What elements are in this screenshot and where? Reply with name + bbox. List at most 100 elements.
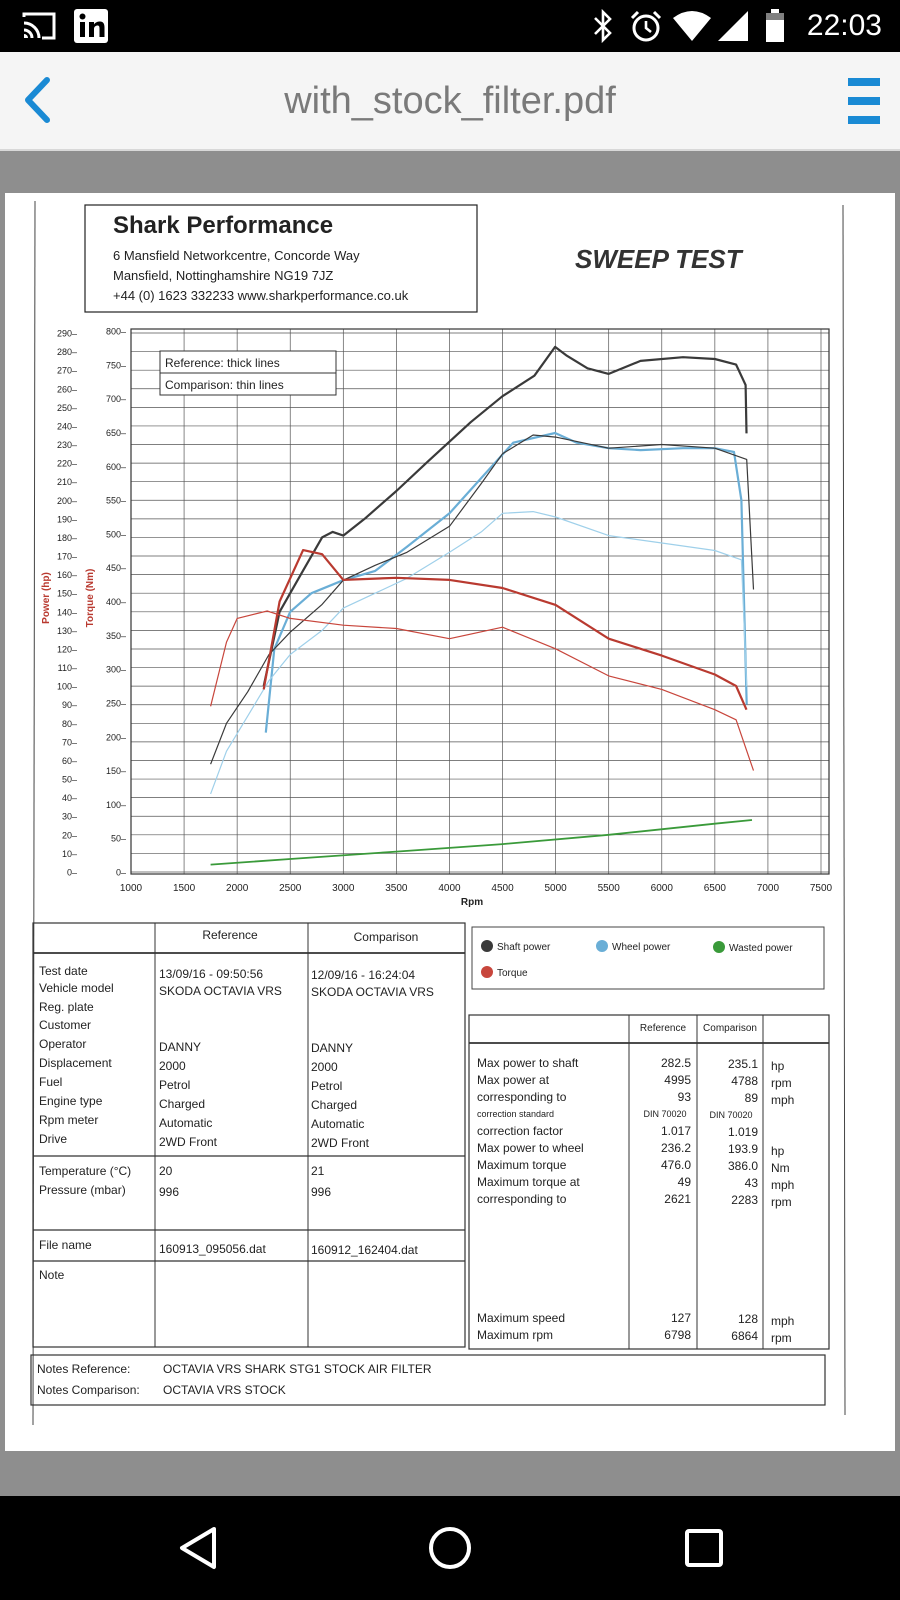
power-tick-label: 130– xyxy=(57,626,77,636)
series-legend-frame xyxy=(471,926,825,990)
torque-tick-label: 300– xyxy=(106,665,126,675)
back-button[interactable] xyxy=(14,74,64,128)
x-tick-label: 6500 xyxy=(704,883,727,894)
vehicle-label: Rpm meter xyxy=(39,1113,98,1127)
notes-box: Notes Reference: OCTAVIA VRS SHARK STG1 … xyxy=(30,1354,826,1406)
vehicle-reference-value: 13/09/16 - 09:50:56 xyxy=(159,967,263,981)
power-tick-label: 180– xyxy=(57,533,77,543)
pdf-viewer[interactable]: Shark Performance 6 Mansfield Networkcen… xyxy=(0,151,900,1496)
result-label: correction standard xyxy=(477,1109,554,1119)
result-unit: Nm xyxy=(771,1161,790,1175)
x-tick-label: 3500 xyxy=(385,883,408,894)
file-name-comparison: 160912_162404.dat xyxy=(311,1243,418,1257)
power-tick-label: 70– xyxy=(62,737,77,747)
shaft-power-swatch xyxy=(481,940,493,952)
circle-home-icon xyxy=(429,1527,471,1569)
power-tick-label: 160– xyxy=(57,570,77,580)
vehicle-comparison-value: Automatic xyxy=(311,1117,364,1131)
status-bar: 22:03 xyxy=(0,0,900,52)
vehicle-label: Customer xyxy=(39,1018,91,1032)
power-tick-label: 210– xyxy=(57,477,77,487)
vehicle-comparison-values: 12/09/16 - 16:24:04 SKODA OCTAVIA VRS DANN… xyxy=(311,968,434,1150)
power-tick-label: 240– xyxy=(57,421,77,431)
x-tick-label: 5000 xyxy=(544,883,567,894)
pdf-page: Shark Performance 6 Mansfield Networkcen… xyxy=(5,193,895,1451)
torque-tick-label: 500– xyxy=(106,529,126,539)
nav-back-button[interactable] xyxy=(166,1516,230,1580)
env-cmp-pressure: 996 xyxy=(311,1185,331,1199)
legend-shaft-power: Shaft power xyxy=(497,942,551,953)
power-tick-label: 10– xyxy=(62,849,77,859)
env-cmp-temperature: 21 xyxy=(311,1164,325,1178)
vehicle-reference-value: 2000 xyxy=(159,1059,186,1073)
results-header-reference: Reference xyxy=(640,1023,687,1034)
company-header-box xyxy=(84,204,478,313)
torque-tick-label: 350– xyxy=(106,631,126,641)
nav-recents-button[interactable] xyxy=(672,1516,736,1580)
vehicle-label: Test date xyxy=(39,964,88,978)
power-tick-label: 110– xyxy=(58,663,77,673)
x-tick-label: 1500 xyxy=(173,883,196,894)
env-label-temperature: Temperature (°C) xyxy=(39,1164,131,1178)
result-reference-value: 4995 xyxy=(664,1073,691,1087)
power-tick-label: 270– xyxy=(57,366,77,376)
chart-series xyxy=(210,345,755,866)
power-tick-label: 150– xyxy=(57,589,77,599)
torque-tick-label: 450– xyxy=(106,563,126,573)
signal-icon xyxy=(716,8,750,44)
result-comparison-value: 89 xyxy=(745,1091,759,1105)
power-tick-label: 260– xyxy=(57,384,77,394)
x-tick-label: 3000 xyxy=(332,883,355,894)
vehicle-reference-value: DANNY xyxy=(159,1040,201,1054)
result-reference-value: 1.017 xyxy=(661,1124,691,1138)
alarm-icon xyxy=(628,8,664,44)
result-reference-value: 236.2 xyxy=(661,1141,691,1155)
series-line-wheel-power xyxy=(264,431,748,733)
vehicle-info-table: Reference Comparison Test date Vehicle mo… xyxy=(32,922,466,1348)
x-tick-label: 2500 xyxy=(279,883,302,894)
torque-tick-label: 800– xyxy=(106,327,126,337)
vehicle-header-reference: Reference xyxy=(202,928,258,942)
result-reference-value: 127 xyxy=(671,1311,691,1325)
result-unit: mph xyxy=(771,1314,794,1328)
torque-swatch xyxy=(481,966,493,978)
sweep-test-heading: SWEEP TEST xyxy=(575,244,744,274)
result-reference-value: 93 xyxy=(678,1090,692,1104)
result-label: Max power to shaft xyxy=(477,1056,579,1070)
legend-torque: Torque xyxy=(497,968,528,979)
power-tick-label: 170– xyxy=(57,552,77,562)
power-tick-label: 230– xyxy=(57,440,77,450)
result-label: Max power at xyxy=(477,1073,550,1087)
power-tick-label: 200– xyxy=(57,496,77,506)
notes-reference-label: Notes Reference: xyxy=(37,1362,130,1376)
clock-time: 22:03 xyxy=(806,9,882,42)
result-reference-value: 49 xyxy=(678,1175,692,1189)
x-tick-label: 2000 xyxy=(226,883,249,894)
result-comparison-value: 4788 xyxy=(731,1074,758,1088)
torque-axis-label: Torque (Nm) xyxy=(85,569,96,628)
hamburger-menu-icon xyxy=(848,78,880,124)
vehicle-reference-value: SKODA OCTAVIA VRS xyxy=(159,984,282,998)
legend-wheel-power: Wheel power xyxy=(612,942,671,953)
menu-button[interactable] xyxy=(844,74,884,128)
notes-comparison-label: Notes Comparison: xyxy=(37,1383,140,1397)
vehicle-label: Vehicle model xyxy=(39,981,114,995)
result-unit: hp xyxy=(771,1144,785,1158)
result-comparison-value: 193.9 xyxy=(728,1142,758,1156)
result-label: correction factor xyxy=(477,1124,563,1138)
torque-tick-label: 150– xyxy=(106,766,126,776)
torque-tick-label: 250– xyxy=(106,698,126,708)
battery-icon xyxy=(764,8,786,44)
nav-home-button[interactable] xyxy=(418,1516,482,1580)
power-tick-label: 0– xyxy=(67,868,77,878)
results-table: Reference Comparison Max power to shaft 2… xyxy=(468,1014,830,1350)
note-label: Note xyxy=(39,1268,65,1282)
series-line-wasted-power xyxy=(210,819,753,866)
vehicle-labels: Test date Vehicle model Reg. plate Customer… xyxy=(39,964,114,1146)
file-name-reference: 160913_095056.dat xyxy=(159,1242,266,1256)
wifi-icon xyxy=(672,8,712,44)
env-label-pressure: Pressure (mbar) xyxy=(39,1183,126,1197)
power-tick-label: 140– xyxy=(57,607,77,617)
result-reference-value: 6798 xyxy=(664,1328,691,1342)
vehicle-comparison-value: Petrol xyxy=(311,1079,342,1093)
